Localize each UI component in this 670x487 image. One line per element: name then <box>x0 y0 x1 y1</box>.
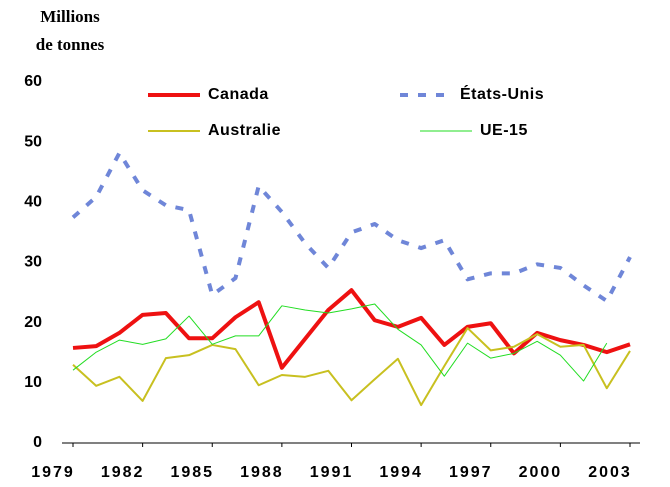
legend-label: Canada <box>208 86 269 103</box>
series-line <box>72 303 608 382</box>
x-tick-label: 1997 <box>449 464 493 481</box>
x-tick-label: 1985 <box>170 464 214 481</box>
y-tick-label: 20 <box>24 314 42 331</box>
legend-label: Australie <box>208 122 281 139</box>
y-tick-label: 60 <box>24 73 42 90</box>
series-line <box>72 327 631 407</box>
y-axis-label: Millions <box>40 7 100 26</box>
legend-label: UE-15 <box>480 122 528 139</box>
x-tick-label: 2000 <box>519 464 563 481</box>
series-line <box>71 150 632 304</box>
x-tick-label: 1994 <box>379 464 423 481</box>
y-tick-label: 50 <box>24 133 42 150</box>
x-tick-label: 1979 <box>31 464 75 481</box>
y-tick-label: 0 <box>33 434 42 451</box>
series-line <box>72 288 631 370</box>
x-tick-label: 1991 <box>310 464 354 481</box>
y-tick-label: 40 <box>24 194 42 211</box>
y-tick-label: 30 <box>24 254 42 271</box>
x-tick-label: 2003 <box>588 464 632 481</box>
x-tick-label: 1982 <box>101 464 145 481</box>
legend-label: États-Unis <box>460 84 544 103</box>
x-tick-label: 1988 <box>240 464 284 481</box>
y-tick-label: 10 <box>24 374 42 391</box>
y-axis-label: de tonnes <box>36 35 105 54</box>
